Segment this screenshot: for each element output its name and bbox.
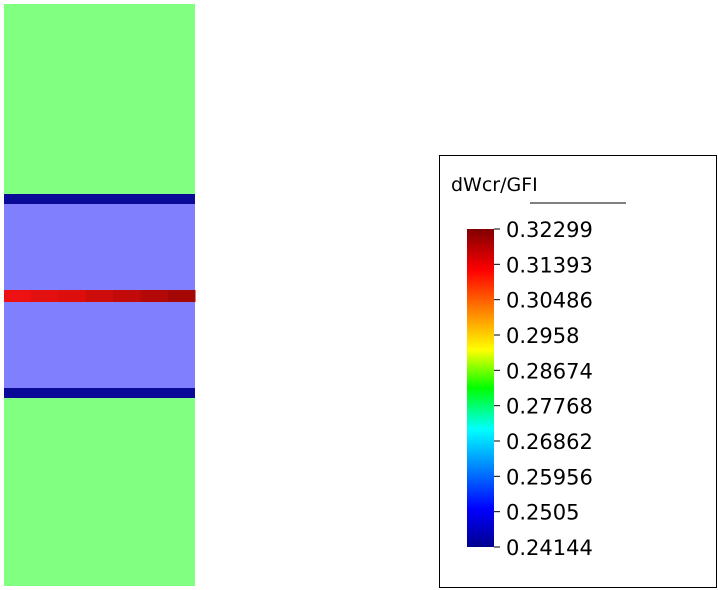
top-region (4, 4, 195, 194)
colorbar-ticks: 0.32299 0.31393 0.30486 0.2958 0.28674 0.2776… (494, 218, 593, 560)
bottom-region (4, 398, 195, 586)
center-band-segment (113, 290, 141, 302)
center-band-segment (58, 290, 87, 302)
colorbar-tick-label: 0.30486 (506, 289, 593, 313)
colorbar-tick-label: 0.2505 (506, 501, 579, 525)
center-band-segment (167, 290, 196, 302)
legend-title: dWcr/GFI (451, 174, 538, 196)
colorbar-tick-label: 0.2958 (506, 324, 579, 348)
upper-boundary-band (4, 194, 195, 204)
colorbar-tick-label: 0.24144 (506, 536, 593, 560)
center-band-segment (31, 290, 60, 302)
model-strip (4, 4, 196, 586)
colorbar-tick-label: 0.25956 (506, 465, 593, 489)
center-band-segment (4, 290, 32, 302)
center-band-segment (140, 290, 169, 302)
lower-boundary-band (4, 388, 195, 398)
colorbar-tick-label: 0.26862 (506, 430, 593, 454)
colorbar-tick-label: 0.31393 (506, 253, 593, 277)
middle-region-lower (4, 302, 195, 388)
colorbar-tick-label: 0.28674 (506, 359, 593, 383)
colorbar (467, 229, 494, 547)
colorbar-tick-label: 0.27768 (506, 395, 593, 419)
center-band (4, 290, 196, 302)
legend: dWcr/GFI 0.32299 0.31393 0.30486 0.2958 0.28… (439, 155, 717, 588)
colorbar-tick-label: 0.32299 (506, 218, 593, 242)
middle-region-upper (4, 204, 195, 290)
center-band-segment (85, 290, 114, 302)
